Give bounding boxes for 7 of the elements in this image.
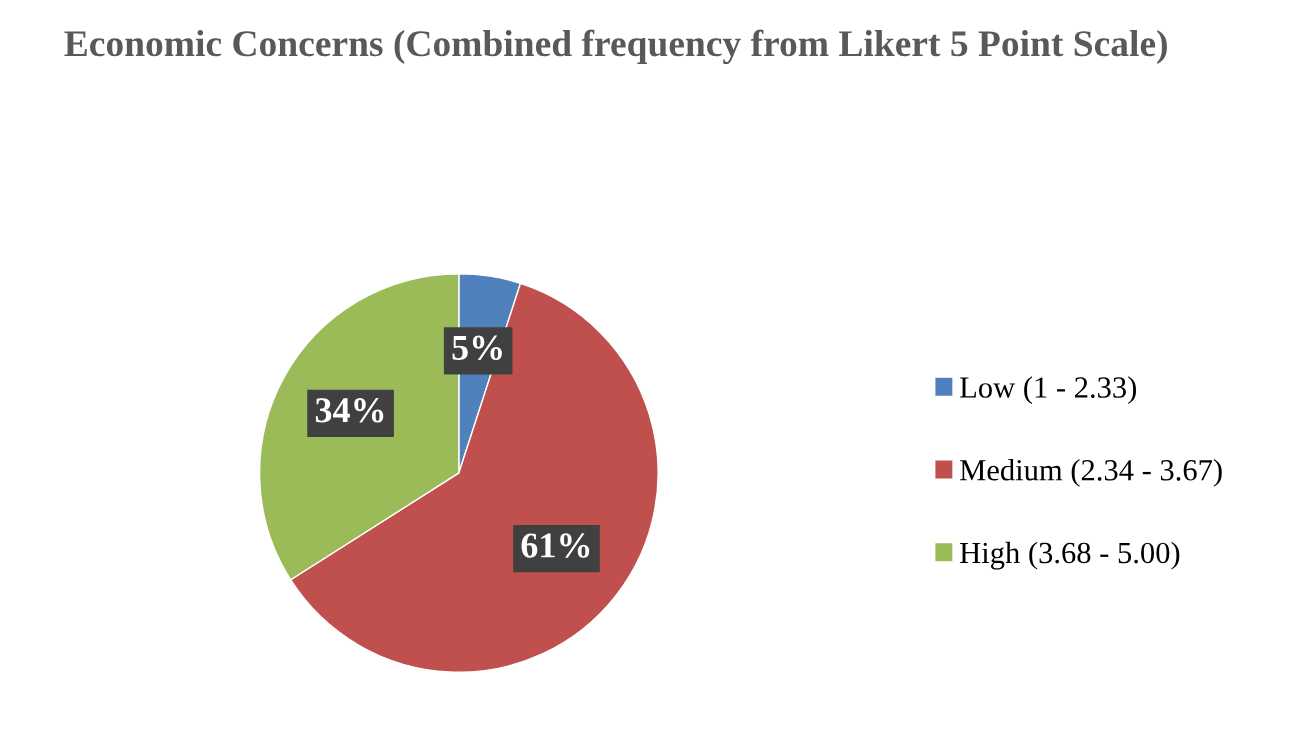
- legend-label: High (3.68 - 5.00): [960, 541, 1180, 570]
- data-label: 34%: [315, 398, 384, 423]
- data-label: 5%: [452, 335, 502, 361]
- data-label: 61%: [521, 533, 590, 558]
- legend-label: Medium (2.34 - 3.67): [960, 459, 1222, 487]
- chart-title: Economic Concerns (Combined frequency from Likert 5 Point Scale): [64, 29, 1167, 65]
- legend-label: Low (1 - 2.33): [960, 376, 1137, 405]
